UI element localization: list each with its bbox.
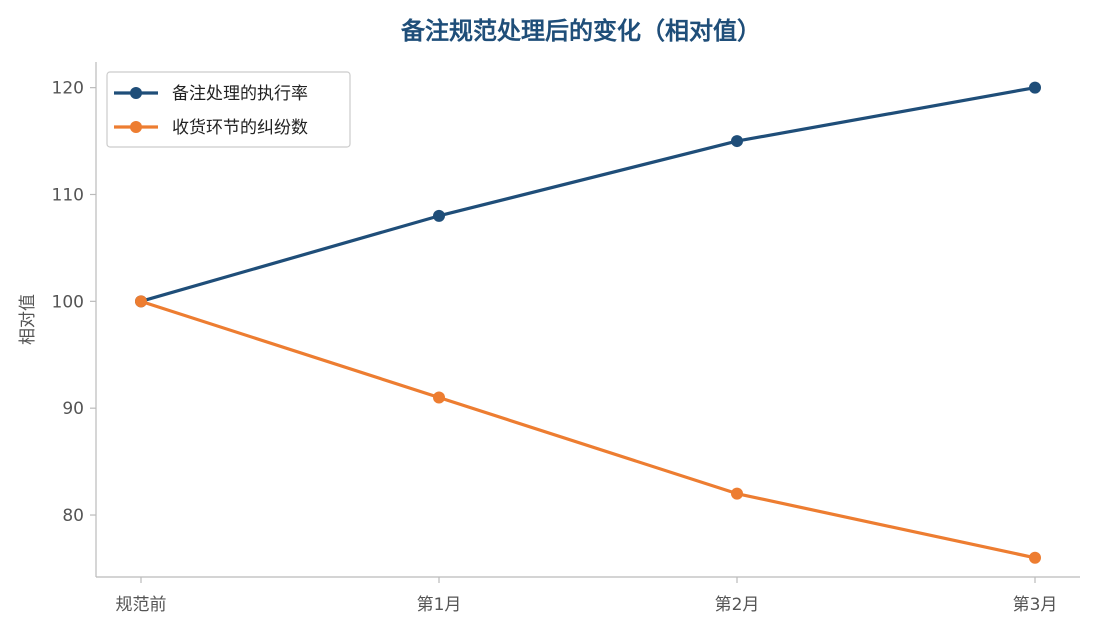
data-point — [135, 295, 147, 308]
y-tick-label: 120 — [52, 79, 84, 99]
series-line — [139, 299, 1037, 560]
data-point — [433, 391, 445, 404]
legend-item: 备注处理的执行率 — [114, 84, 308, 104]
data-point — [1029, 551, 1041, 564]
y-tick-label: 80 — [62, 506, 84, 526]
legend-label: 备注处理的执行率 — [172, 84, 308, 104]
y-tick-label: 110 — [52, 185, 84, 205]
data-point — [731, 135, 743, 148]
data-point — [433, 209, 445, 222]
legend-marker — [130, 121, 142, 133]
x-tick-label: 第2月 — [715, 595, 760, 615]
x-tick-label: 第3月 — [1013, 595, 1058, 615]
data-point — [1029, 81, 1041, 94]
legend-item: 收货环节的纠纷数 — [114, 118, 308, 138]
series-line — [139, 86, 1037, 303]
legend-label: 收货环节的纠纷数 — [172, 118, 308, 138]
series-layer — [135, 81, 1041, 564]
axes: 80 90 100 110 120 规范前 第1月 第2月 第3月 相对值 — [18, 62, 1080, 615]
legend-marker — [130, 87, 142, 99]
y-axis-label: 相对值 — [18, 294, 38, 345]
y-tick-label: 100 — [52, 292, 84, 312]
series-2 — [135, 295, 1041, 564]
y-tick-label: 90 — [62, 399, 84, 419]
data-point — [731, 487, 743, 500]
x-tick-label: 规范前 — [116, 595, 167, 615]
x-tick-label: 第1月 — [417, 595, 462, 615]
legend-box — [106, 71, 351, 148]
chart-title: 备注规范处理后的变化（相对值） — [400, 17, 761, 45]
